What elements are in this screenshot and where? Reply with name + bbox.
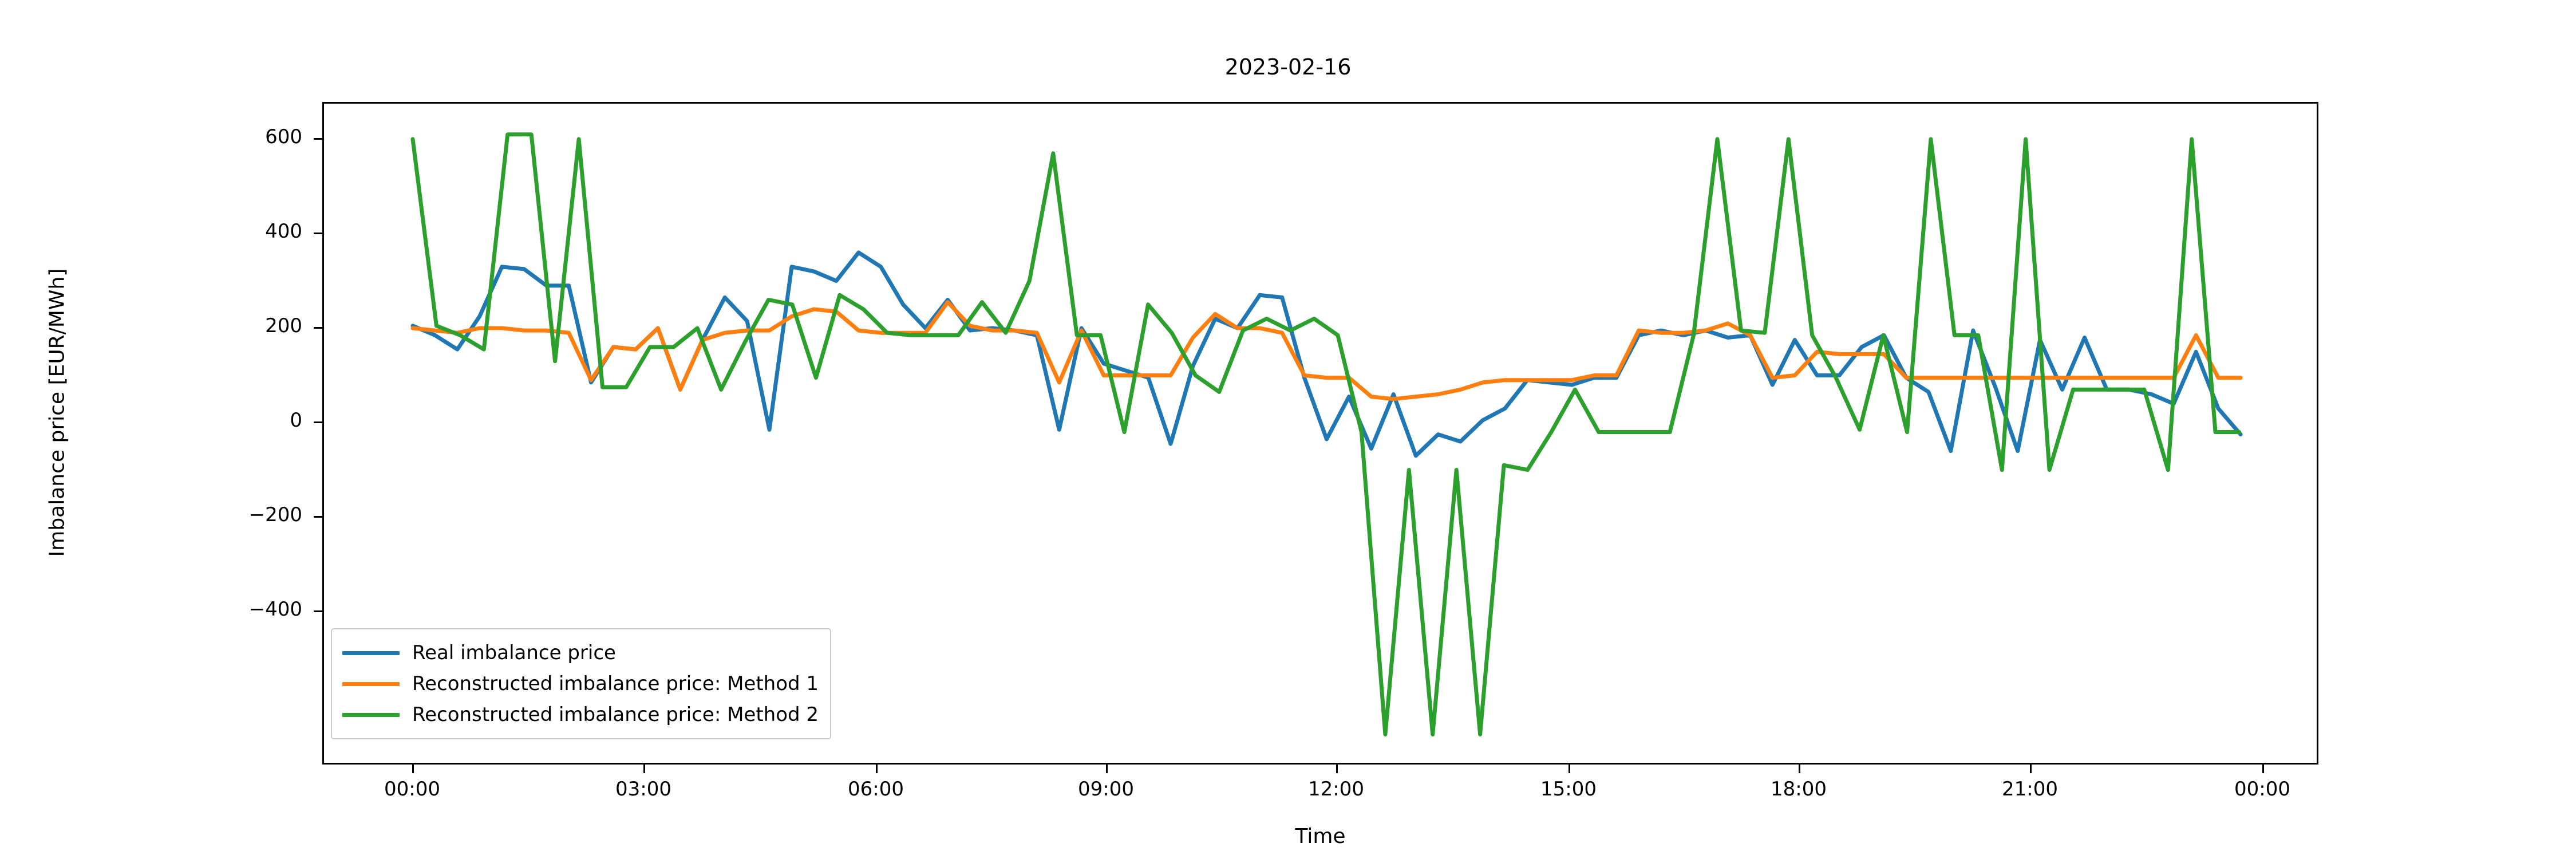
xtick-mark-3 xyxy=(1106,765,1108,773)
ytick-mark-200 xyxy=(314,327,322,329)
legend-swatch-method1 xyxy=(342,681,400,686)
xtick-mark-4 xyxy=(1336,765,1338,773)
ytick-label-minus200: −200 xyxy=(248,503,302,526)
xtick-mark-8 xyxy=(2262,765,2264,773)
xtick-mark-1 xyxy=(643,765,645,773)
xtick-label-1: 03:00 xyxy=(615,778,671,801)
xtick-mark-7 xyxy=(2030,765,2032,773)
xtick-label-4: 12:00 xyxy=(1308,778,1364,801)
series-line-method2 xyxy=(410,132,2242,736)
xtick-mark-6 xyxy=(1799,765,1800,773)
chart-legend: Real imbalance price Reconstructed imbal… xyxy=(331,628,832,739)
xtick-mark-0 xyxy=(412,765,414,773)
ytick-label-200: 200 xyxy=(265,314,302,337)
ytick-label-400: 400 xyxy=(265,220,302,243)
ytick-label-600: 600 xyxy=(265,125,302,148)
legend-label-method2: Reconstructed imbalance price: Method 2 xyxy=(412,703,819,726)
legend-label-real: Real imbalance price xyxy=(412,641,616,664)
ytick-mark-400 xyxy=(314,233,322,234)
xtick-label-0: 00:00 xyxy=(384,778,440,801)
xtick-label-6: 18:00 xyxy=(1771,778,1827,801)
legend-swatch-real xyxy=(342,651,400,655)
ytick-mark-minus200 xyxy=(314,516,322,518)
legend-item-method1[interactable]: Reconstructed imbalance price: Method 1 xyxy=(342,668,819,699)
xtick-label-8: 00:00 xyxy=(2234,778,2290,801)
ytick-mark-0 xyxy=(314,421,322,423)
xtick-label-7: 21:00 xyxy=(2002,778,2058,801)
legend-item-real[interactable]: Real imbalance price xyxy=(342,637,819,668)
series-line-method1 xyxy=(410,300,2243,401)
legend-swatch-method2 xyxy=(342,712,400,717)
chart-title: 2023-02-16 xyxy=(1224,54,1352,80)
xtick-mark-5 xyxy=(1568,765,1570,773)
x-axis-label: Time xyxy=(1295,825,1346,848)
xtick-mark-2 xyxy=(876,765,878,773)
xtick-label-3: 09:00 xyxy=(1078,778,1134,801)
ytick-mark-minus400 xyxy=(314,610,322,612)
ytick-mark-600 xyxy=(314,138,322,140)
ytick-label-0: 0 xyxy=(290,409,302,432)
xtick-label-2: 06:00 xyxy=(848,778,904,801)
plot-lines-canvas xyxy=(410,132,2243,736)
series-line-real xyxy=(410,250,2243,458)
legend-label-method1: Reconstructed imbalance price: Method 1 xyxy=(412,672,819,695)
xtick-label-5: 15:00 xyxy=(1540,778,1597,801)
plot-area-frame xyxy=(322,102,2318,765)
legend-item-method2[interactable]: Reconstructed imbalance price: Method 2 xyxy=(342,699,819,730)
ytick-label-minus400: −400 xyxy=(248,598,302,621)
y-axis-label: Imbalance price [EUR/MWh] xyxy=(45,268,69,557)
